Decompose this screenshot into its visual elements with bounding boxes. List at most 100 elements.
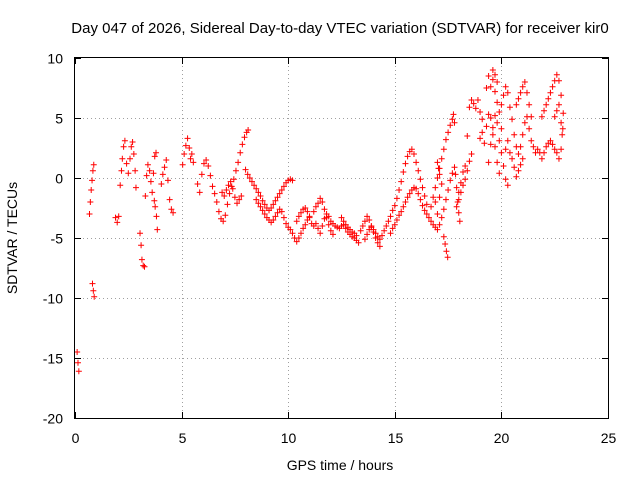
data-point <box>146 167 153 174</box>
data-point <box>222 212 229 219</box>
data-point <box>487 141 494 148</box>
data-point <box>213 199 220 205</box>
data-point <box>468 151 475 157</box>
data-point <box>278 187 285 193</box>
data-point <box>186 145 193 151</box>
plot-frame <box>74 57 609 419</box>
data-point <box>474 97 481 103</box>
data-point <box>361 236 368 243</box>
data-point <box>504 137 511 144</box>
x-tick-labels: 0 5 10 15 20 25 <box>72 430 617 446</box>
data-point <box>158 181 165 187</box>
data-point <box>534 146 541 153</box>
data-point <box>321 215 328 222</box>
data-point <box>310 208 317 215</box>
data-point <box>226 190 233 197</box>
data-point <box>114 219 121 226</box>
data-point <box>239 141 246 148</box>
data-point <box>128 143 135 150</box>
data-point <box>220 218 227 225</box>
data-point <box>304 208 311 215</box>
data-point <box>225 182 232 189</box>
data-point <box>447 122 454 129</box>
data-point <box>132 167 139 174</box>
data-point <box>159 171 166 178</box>
data-point <box>359 223 366 229</box>
data-point <box>400 169 407 175</box>
x-tick-label: 5 <box>179 430 187 446</box>
data-point <box>125 170 132 177</box>
data-point <box>496 109 503 115</box>
data-point <box>188 151 195 157</box>
data-point <box>453 203 460 210</box>
data-point <box>460 182 467 189</box>
data-point <box>381 227 388 234</box>
data-point <box>511 164 518 171</box>
data-point <box>406 190 413 197</box>
data-point <box>251 182 258 189</box>
data-point <box>402 160 409 167</box>
data-point <box>502 146 509 153</box>
data-point <box>481 140 488 147</box>
data-point <box>485 111 492 118</box>
data-point <box>297 230 304 237</box>
data-point <box>374 239 381 246</box>
data-point <box>464 133 471 139</box>
data-point <box>425 214 432 221</box>
data-point <box>379 232 386 239</box>
data-point <box>289 177 296 184</box>
data-point <box>147 178 154 185</box>
data-point <box>393 195 400 202</box>
data-point <box>245 127 252 133</box>
data-point <box>517 89 524 96</box>
data-point <box>538 113 545 120</box>
data-point <box>161 164 168 171</box>
data-point <box>428 218 435 225</box>
data-point <box>74 359 81 366</box>
data-point <box>466 104 473 111</box>
data-point <box>387 213 394 220</box>
data-point <box>115 213 122 220</box>
data-point <box>120 143 127 150</box>
data-point <box>526 125 533 132</box>
y-tick-label: -5 <box>51 231 64 247</box>
data-point <box>231 194 238 201</box>
data-point <box>543 101 550 108</box>
data-point <box>338 214 345 221</box>
data-point <box>396 187 403 193</box>
data-point <box>312 220 319 227</box>
data-point <box>257 193 264 199</box>
data-point <box>500 163 507 169</box>
data-point <box>419 202 426 209</box>
axis-ticks <box>75 58 609 419</box>
data-point <box>541 107 548 114</box>
data-point <box>519 83 526 90</box>
data-point <box>423 201 430 208</box>
data-point <box>558 119 565 126</box>
data-point <box>445 129 452 136</box>
data-point <box>502 176 509 183</box>
y-tick-label: -15 <box>43 351 63 367</box>
data-point <box>153 149 160 156</box>
data-point <box>494 99 501 106</box>
data-point <box>410 151 417 157</box>
data-point <box>477 135 484 142</box>
x-tick-label: 20 <box>494 430 510 446</box>
data-point <box>513 173 520 180</box>
data-point <box>272 197 279 204</box>
data-point <box>509 116 516 123</box>
data-point <box>555 77 562 84</box>
data-point <box>203 157 210 163</box>
data-point <box>402 199 409 205</box>
data-point <box>312 203 319 210</box>
data-point <box>90 161 97 168</box>
data-point <box>151 197 158 204</box>
data-point <box>436 194 443 201</box>
data-point <box>283 220 290 227</box>
data-point <box>211 190 218 197</box>
data-point <box>327 227 334 234</box>
data-point <box>355 239 362 246</box>
data-point <box>438 214 445 221</box>
data-point <box>138 256 145 263</box>
